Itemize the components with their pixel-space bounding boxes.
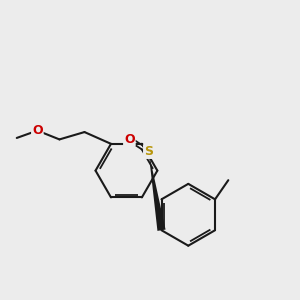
Polygon shape [148, 152, 166, 231]
Text: O: O [32, 124, 43, 137]
Text: O: O [124, 133, 135, 146]
Text: S: S [144, 145, 153, 158]
